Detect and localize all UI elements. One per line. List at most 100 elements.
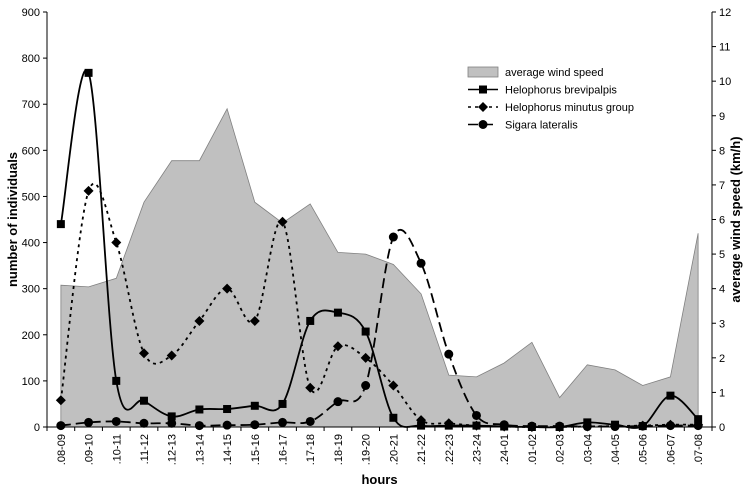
data-point-helophorus-brevipalpis-12: [389, 413, 398, 422]
data-point-helophorus-brevipalpis-2: [112, 376, 121, 385]
y2-tick-label: 10: [719, 76, 731, 88]
x-tick-label: .20-21: [388, 434, 400, 465]
data-point-helophorus-minutus-group-10: [332, 341, 343, 352]
data-point-sigara-lateralis-18: [555, 421, 565, 431]
y-tick-label: 100: [22, 376, 40, 388]
x-tick-label: .23-24: [471, 434, 483, 465]
data-point-sigara-lateralis-15: [471, 410, 481, 420]
data-point-sigara-lateralis-10: [333, 397, 343, 407]
legend-label-helophorus-minutus-group: Helophorus minutus group: [505, 102, 634, 114]
data-point-helophorus-minutus-group-1: [83, 185, 94, 196]
y2-tick-label: 1: [719, 387, 725, 399]
data-point-sigara-lateralis-13: [416, 258, 426, 268]
data-point-helophorus-brevipalpis-4: [167, 412, 176, 421]
y2-tick-label: 9: [719, 111, 725, 123]
y2-tick-label: 6: [719, 215, 725, 227]
legend-label-helophorus-brevipalpis: Helophorus brevipalpis: [505, 85, 617, 97]
data-point-sigara-lateralis-22: [665, 421, 675, 431]
data-point-sigara-lateralis-4: [167, 418, 177, 428]
y-tick-label: 500: [22, 191, 40, 203]
data-point-sigara-lateralis-8: [278, 417, 288, 427]
data-point-sigara-lateralis-1: [84, 417, 94, 427]
data-point-helophorus-brevipalpis-13: [417, 421, 426, 430]
data-point-sigara-lateralis-21: [638, 421, 648, 431]
data-point-helophorus-minutus-group-13: [416, 415, 427, 426]
data-point-sigara-lateralis-2: [111, 416, 121, 426]
data-point-sigara-lateralis-14: [444, 349, 454, 359]
data-point-sigara-lateralis-23: [693, 421, 703, 431]
data-point-sigara-lateralis-5: [194, 421, 204, 431]
series-line-helophorus-brevipalpis: [60, 69, 699, 429]
x-tick-label: .12-13: [167, 434, 179, 465]
x-tick-label: .15-16: [250, 434, 262, 465]
y-tick-label: 800: [22, 53, 40, 65]
legend-marker-sigara-lateralis: [478, 120, 488, 129]
x-axis-title: hours: [361, 472, 397, 487]
y2-tick-label: 4: [719, 284, 725, 296]
x-tick-label: .16-17: [278, 434, 290, 465]
axes: 0100200300400500600700800900012345678910…: [22, 7, 732, 465]
y-tick-label: 200: [22, 330, 40, 342]
data-point-helophorus-brevipalpis-11: [361, 327, 370, 336]
data-point-helophorus-brevipalpis-1: [84, 68, 93, 77]
data-point-helophorus-brevipalpis-9: [306, 316, 315, 325]
x-tick-label: .01-02: [527, 434, 539, 465]
legend-label-sigara-lateralis: Sigara lateralis: [505, 120, 578, 132]
data-point-helophorus-minutus-group-14: [443, 418, 454, 429]
y2-tick-label: 3: [719, 318, 725, 330]
x-tick-label: .22-23: [444, 434, 456, 465]
data-point-sigara-lateralis-6: [222, 420, 232, 430]
data-point-helophorus-brevipalpis-22: [666, 391, 675, 400]
data-point-helophorus-brevipalpis-6: [223, 405, 232, 414]
y2-tick-label: 7: [719, 180, 725, 192]
x-tick-label: .10-11: [111, 434, 123, 464]
x-tick-label: .03-04: [582, 434, 594, 465]
data-point-helophorus-minutus-group-15: [471, 420, 482, 431]
data-point-helophorus-brevipalpis-8: [278, 399, 287, 408]
y2-tick-label: 2: [719, 353, 725, 365]
x-tick-label: .06-07: [665, 434, 677, 465]
data-point-helophorus-minutus-group-6: [222, 283, 233, 294]
data-point-helophorus-minutus-group-3: [138, 348, 149, 359]
x-tick-label: .07-08: [693, 434, 705, 465]
data-point-helophorus-minutus-group-8: [277, 216, 288, 227]
data-point-helophorus-minutus-group-7: [249, 315, 260, 326]
y-axis-title: number of individuals: [5, 152, 20, 287]
y-tick-label: 700: [22, 99, 40, 111]
y-tick-label: 600: [22, 145, 40, 157]
x-tick-label: .17-18: [305, 434, 317, 465]
x-tick-label: .02-03: [555, 434, 567, 465]
plot-area: [55, 68, 704, 432]
data-point-helophorus-brevipalpis-5: [195, 405, 204, 414]
data-point-helophorus-brevipalpis-10: [333, 308, 342, 317]
y2-tick-label: 11: [719, 42, 730, 54]
data-point-sigara-lateralis-7: [250, 420, 260, 430]
data-point-helophorus-minutus-group-12: [388, 380, 399, 391]
x-tick-label: .21-22: [416, 434, 428, 465]
data-point-helophorus-minutus-group-4: [166, 350, 177, 361]
x-tick-label: .11-12: [139, 434, 151, 464]
data-point-helophorus-brevipalpis-7: [250, 401, 259, 410]
data-point-sigara-lateralis-3: [139, 418, 149, 428]
x-tick-label: .19-20: [361, 434, 373, 465]
legend-label-average-wind-speed: average wind speed: [505, 67, 603, 79]
data-point-helophorus-minutus-group-2: [111, 237, 122, 248]
y2-tick-label: 12: [719, 7, 731, 19]
data-point-sigara-lateralis-9: [305, 416, 315, 426]
x-tick-label: .09-10: [84, 434, 96, 465]
y2-axis-title: average wind speed (km/h): [728, 136, 743, 302]
x-tick-label: .08-09: [56, 434, 68, 465]
y-tick-label: 400: [22, 238, 40, 250]
data-point-sigara-lateralis-0: [56, 421, 66, 431]
y2-tick-label: 8: [719, 145, 725, 157]
legend-swatch-average-wind-speed: [467, 66, 499, 78]
data-point-sigara-lateralis-17: [527, 421, 537, 431]
data-point-helophorus-minutus-group-5: [194, 315, 205, 326]
x-tick-label: .14-15: [222, 434, 234, 465]
data-point-helophorus-minutus-group-11: [360, 352, 371, 363]
x-tick-label: .18-19: [333, 434, 345, 465]
y-tick-label: 0: [34, 422, 40, 434]
data-point-helophorus-brevipalpis-3: [139, 396, 148, 405]
x-tick-label: .24-01: [499, 434, 511, 465]
series-area-average-wind-speed: [60, 107, 699, 428]
